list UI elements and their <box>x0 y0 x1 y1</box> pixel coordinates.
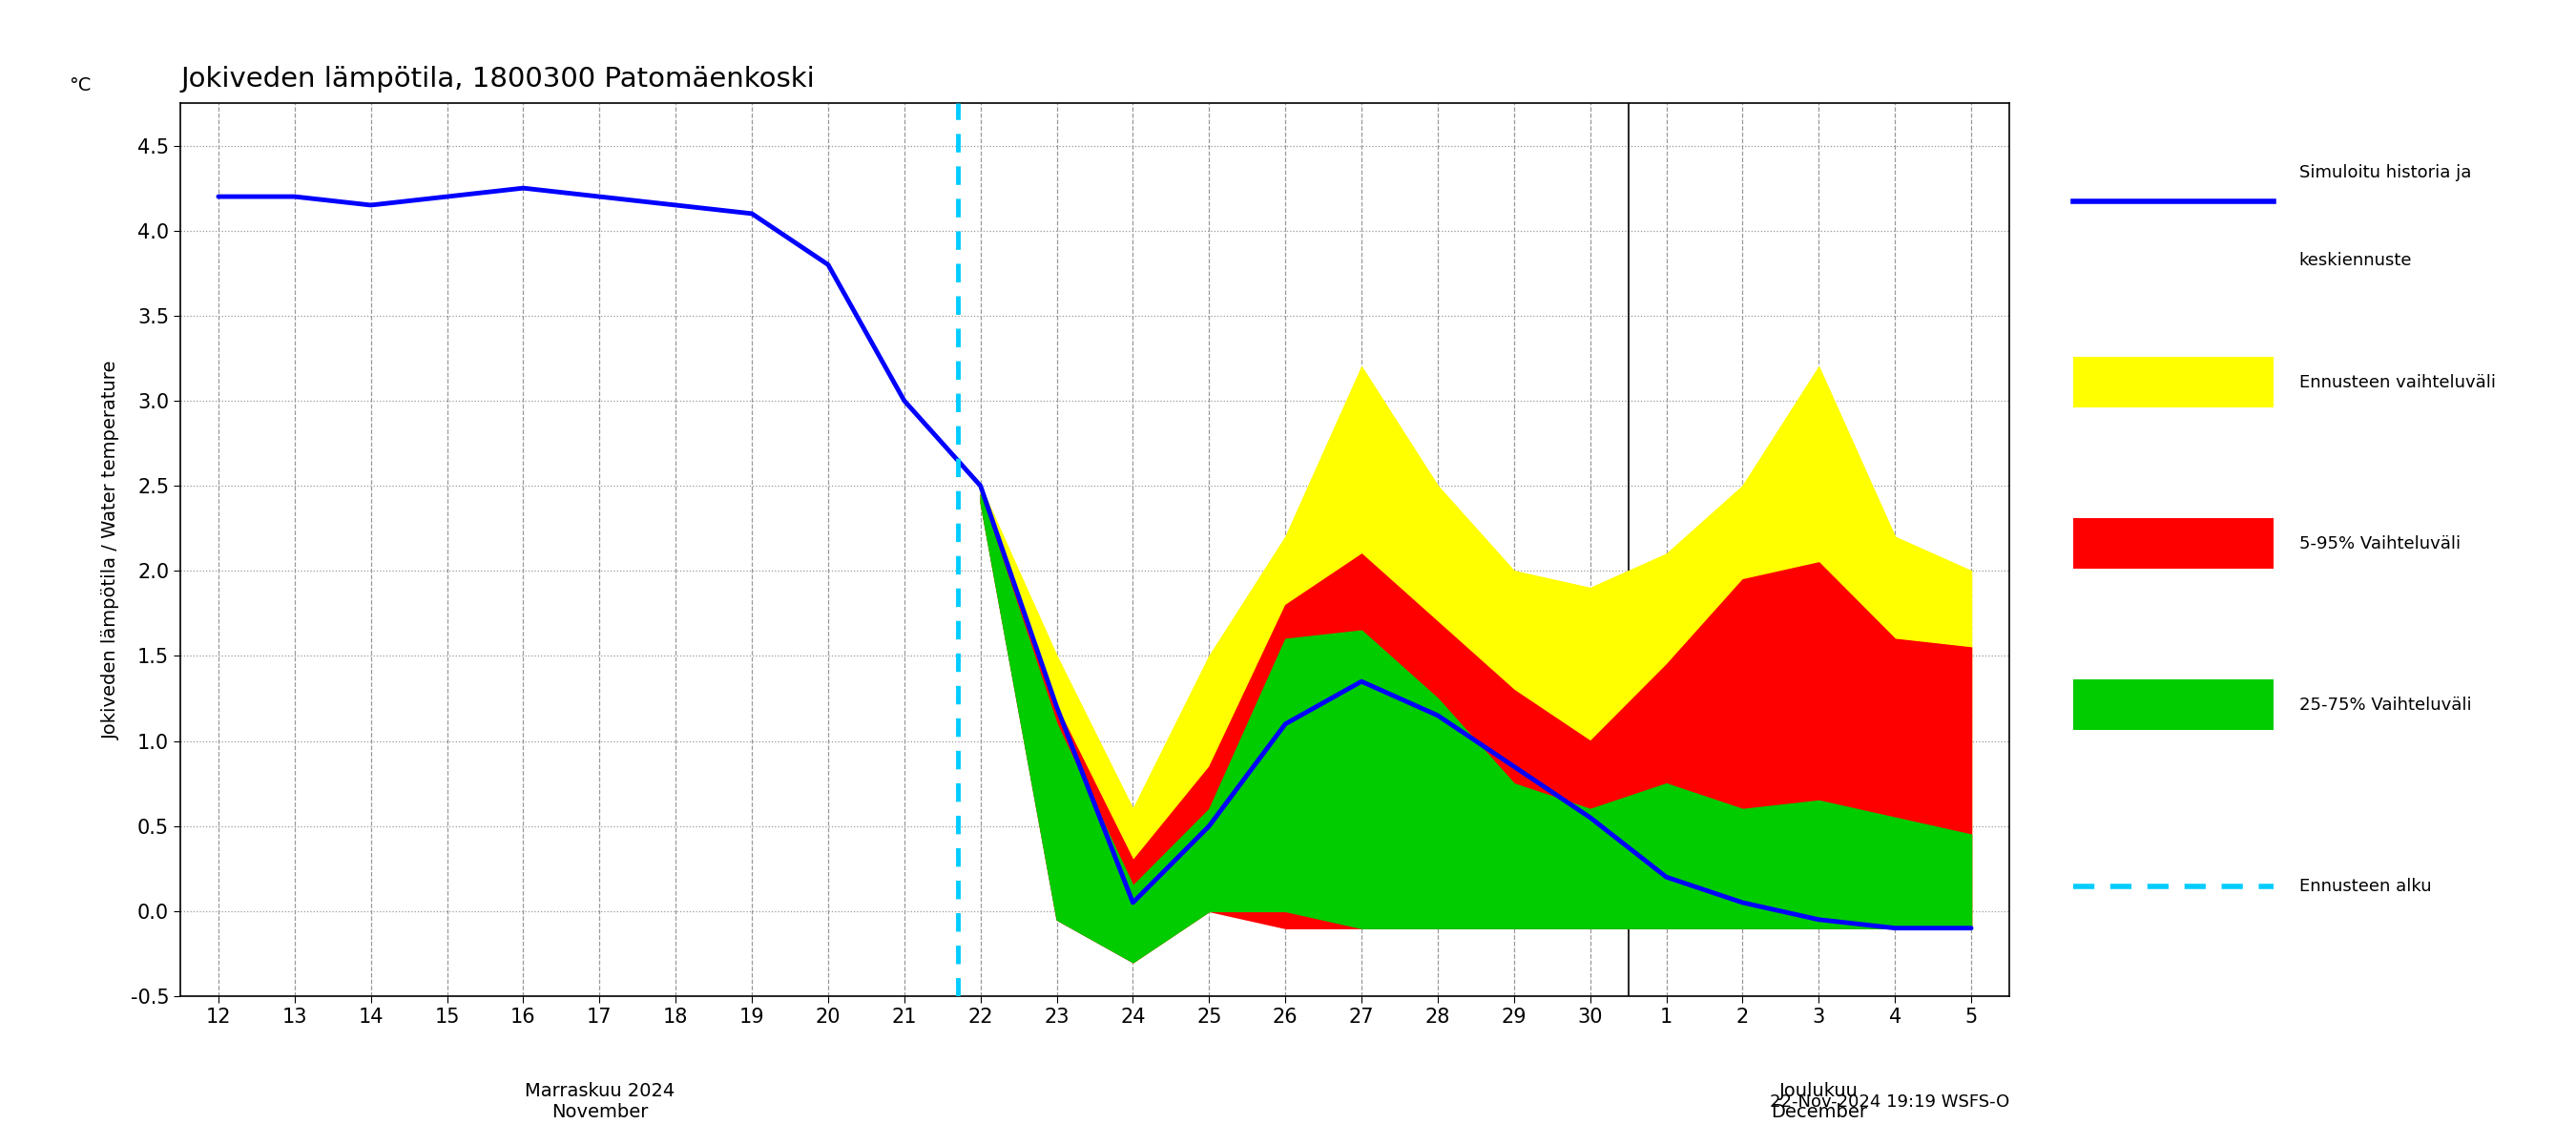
Text: keskiennuste: keskiennuste <box>2298 252 2411 269</box>
Y-axis label: Jokiveden lämpötila / Water temperature: Jokiveden lämpötila / Water temperature <box>100 360 118 740</box>
FancyBboxPatch shape <box>2074 357 2275 408</box>
FancyBboxPatch shape <box>2074 680 2275 731</box>
Text: Ennusteen vaihteluväli: Ennusteen vaihteluväli <box>2298 373 2496 392</box>
Text: °C: °C <box>70 76 90 94</box>
Text: Ennusteen alku: Ennusteen alku <box>2298 877 2432 895</box>
Text: Jokiveden lämpötila, 1800300 Patomäenkoski: Jokiveden lämpötila, 1800300 Patomäenkos… <box>180 66 814 93</box>
Text: Marraskuu 2024
November: Marraskuu 2024 November <box>526 1082 675 1121</box>
FancyBboxPatch shape <box>2074 519 2275 569</box>
Text: 22-Nov-2024 19:19 WSFS-O: 22-Nov-2024 19:19 WSFS-O <box>1770 1093 2009 1111</box>
Text: 25-75% Vaihteluväli: 25-75% Vaihteluväli <box>2298 696 2470 713</box>
Text: 5-95% Vaihteluväli: 5-95% Vaihteluväli <box>2298 535 2460 552</box>
Text: Joulukuu
December: Joulukuu December <box>1770 1082 1868 1121</box>
Text: Simuloitu historia ja: Simuloitu historia ja <box>2298 164 2470 181</box>
